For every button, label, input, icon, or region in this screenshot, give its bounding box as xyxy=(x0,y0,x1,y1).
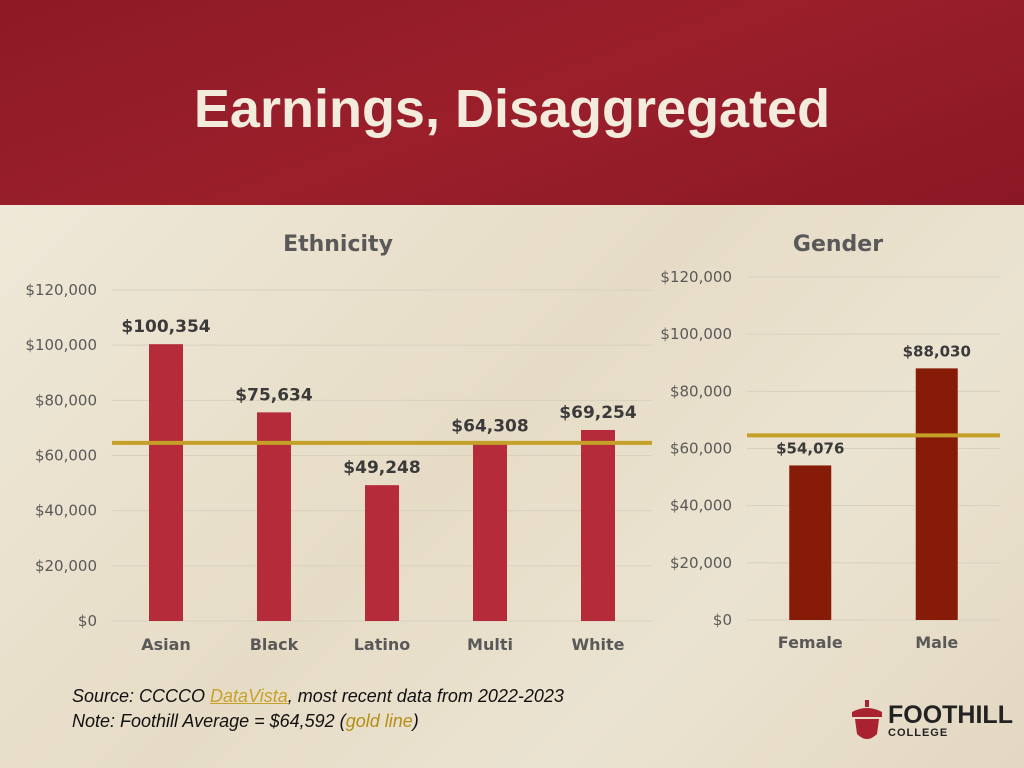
logo-sub: COLLEGE xyxy=(888,727,949,739)
acorn-icon xyxy=(852,700,882,739)
ethnicity-category-label: Black xyxy=(250,635,299,654)
ethnicity-ytick-label: $100,000 xyxy=(25,336,97,354)
ethnicity-ytick-label: $0 xyxy=(78,612,97,630)
gender-chart-title: Gender xyxy=(793,232,883,257)
gender-bar xyxy=(915,368,958,620)
ethnicity-bar xyxy=(365,485,399,621)
ethnicity-ytick-label: $40,000 xyxy=(35,502,97,520)
gender-ytick-label: $80,000 xyxy=(670,382,732,400)
gender-bar xyxy=(789,465,832,620)
note-suffix: ) xyxy=(412,711,419,731)
ethnicity-ytick-label: $80,000 xyxy=(35,391,97,409)
ethnicity-category-label: Multi xyxy=(467,635,513,654)
gender-category-label: Female xyxy=(778,633,843,652)
source-suffix: , most recent data from 2022-2023 xyxy=(287,686,564,706)
ethnicity-bar xyxy=(473,443,507,621)
foothill-logo: FOOTHILL COLLEGE xyxy=(850,699,1013,745)
gender-category-label: Male xyxy=(915,633,958,652)
gender-ytick-label: $60,000 xyxy=(670,440,732,458)
ethnicity-ytick-label: $20,000 xyxy=(35,557,97,575)
ethnicity-category-label: Asian xyxy=(141,635,191,654)
title-banner: Earnings, Disaggregated xyxy=(0,0,1024,205)
ethnicity-data-label: $69,254 xyxy=(559,403,637,423)
ethnicity-category-label: White xyxy=(571,635,624,654)
source-prefix: Source: CCCCO xyxy=(72,686,211,706)
ethnicity-data-label: $75,634 xyxy=(235,385,313,405)
ethnicity-bar xyxy=(581,429,615,621)
footnotes: Source: CCCCO DataVista, most recent dat… xyxy=(72,684,564,734)
ethnicity-bar xyxy=(149,344,183,621)
ethnicity-data-label: $49,248 xyxy=(343,458,420,478)
gender-data-label: $88,030 xyxy=(903,342,971,360)
logo-text: FOOTHILL COLLEGE xyxy=(888,701,1013,740)
logo-name: FOOTHILL xyxy=(888,701,1013,729)
gender-ytick-label: $20,000 xyxy=(670,554,732,572)
source-note: Source: CCCCO DataVista, most recent dat… xyxy=(72,684,564,709)
ethnicity-ytick-label: $120,000 xyxy=(25,281,97,299)
page-title: Earnings, Disaggregated xyxy=(193,79,831,139)
gender-ytick-label: $100,000 xyxy=(660,325,732,343)
ethnicity-chart-title: Ethnicity xyxy=(283,232,393,257)
gold-line-label: gold line xyxy=(345,711,413,731)
gender-ytick-label: $40,000 xyxy=(670,497,732,515)
ethnicity-bar xyxy=(257,412,291,621)
ethnicity-data-label: $100,354 xyxy=(121,317,210,337)
gender-ytick-label: $0 xyxy=(713,611,732,629)
ethnicity-category-label: Latino xyxy=(354,635,411,654)
ethnicity-data-label: $64,308 xyxy=(451,417,528,437)
gender-ytick-label: $120,000 xyxy=(660,268,732,286)
average-note: Note: Foothill Average = $64,592 (gold l… xyxy=(72,709,564,734)
note-prefix: Note: Foothill Average = $64,592 ( xyxy=(72,711,346,731)
gender-data-label: $54,076 xyxy=(776,439,844,457)
ethnicity-ytick-label: $60,000 xyxy=(35,447,97,465)
datavista-link[interactable]: DataVista xyxy=(210,686,288,706)
